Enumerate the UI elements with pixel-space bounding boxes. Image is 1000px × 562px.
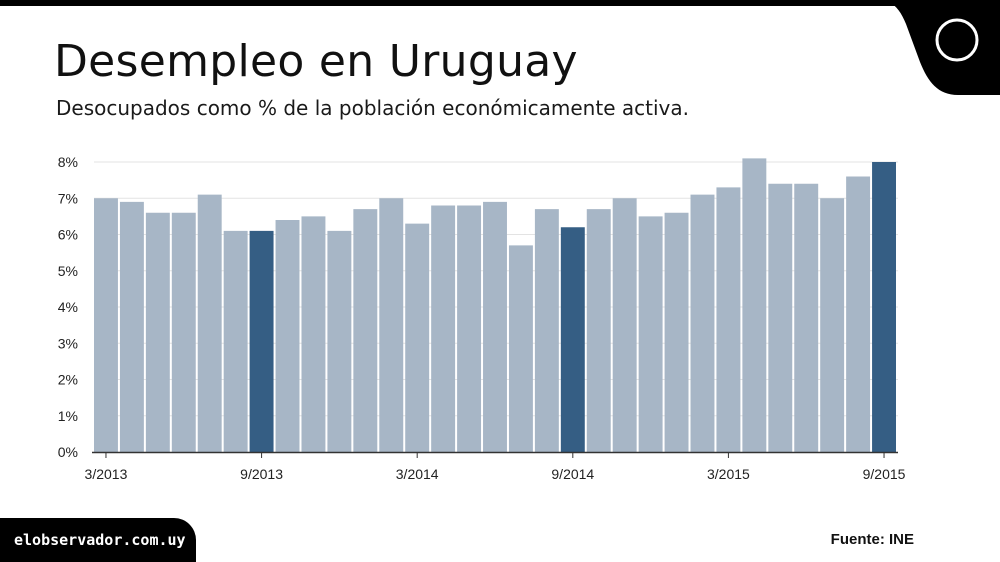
chart-title: Desempleo en Uruguay <box>54 36 578 87</box>
brand-logo-icon <box>935 18 979 62</box>
bar <box>508 245 533 452</box>
bar <box>197 194 222 452</box>
x-tick-label: 3/2014 <box>396 466 439 482</box>
bar <box>94 198 118 452</box>
bar <box>820 198 845 452</box>
bar <box>327 230 352 452</box>
x-axis-ticks: 3/2013 9/2013 3/2014 9/2014 3/2015 9/2015 <box>85 452 906 482</box>
bar <box>379 198 404 452</box>
y-tick-label: 2% <box>58 372 78 388</box>
bar <box>301 216 326 452</box>
y-tick-label: 7% <box>58 190 78 206</box>
bar-highlighted <box>560 227 585 452</box>
bar <box>405 223 430 452</box>
y-tick-label: 8% <box>58 154 78 170</box>
bars <box>92 158 898 454</box>
bar <box>638 216 663 452</box>
bar <box>716 187 741 452</box>
x-tick-label: 9/2013 <box>240 466 283 482</box>
bar <box>223 230 248 452</box>
bar <box>275 220 300 452</box>
x-tick-label: 3/2013 <box>85 466 128 482</box>
bar <box>612 198 637 452</box>
y-tick-label: 4% <box>58 299 78 315</box>
y-tick-label: 1% <box>58 408 78 424</box>
bar-highlighted <box>872 162 896 452</box>
bar <box>586 209 611 452</box>
chart-subtitle: Desocupados como % de la población econó… <box>56 96 689 120</box>
x-tick-label: 3/2015 <box>707 466 750 482</box>
footer-site-pill <box>0 518 196 562</box>
bar <box>119 201 144 452</box>
brand-corner <box>880 0 1000 95</box>
bar <box>171 212 196 452</box>
y-tick-label: 6% <box>58 227 78 243</box>
bar <box>457 205 482 452</box>
y-axis-ticks: 0% 1% 2% 3% 4% 5% 6% 7% 8% <box>58 154 78 460</box>
bar <box>431 205 456 452</box>
bar <box>534 209 559 452</box>
bar <box>483 201 507 452</box>
y-tick-label: 5% <box>58 263 78 279</box>
y-tick-label: 3% <box>58 335 78 351</box>
bar <box>145 212 170 452</box>
top-border <box>0 0 1000 6</box>
y-tick-label: 0% <box>58 444 78 460</box>
bar <box>664 212 689 452</box>
source-label: Fuente: INE <box>830 531 914 548</box>
x-tick-label: 9/2015 <box>863 466 906 482</box>
bar <box>794 183 819 452</box>
bar <box>742 158 767 452</box>
bar <box>768 183 793 452</box>
bar <box>353 209 378 452</box>
bar <box>690 194 715 452</box>
x-tick-label: 9/2014 <box>551 466 594 482</box>
bar-highlighted <box>249 230 274 452</box>
site-url: elobservador.com.uy <box>14 531 186 549</box>
bar <box>846 176 871 452</box>
